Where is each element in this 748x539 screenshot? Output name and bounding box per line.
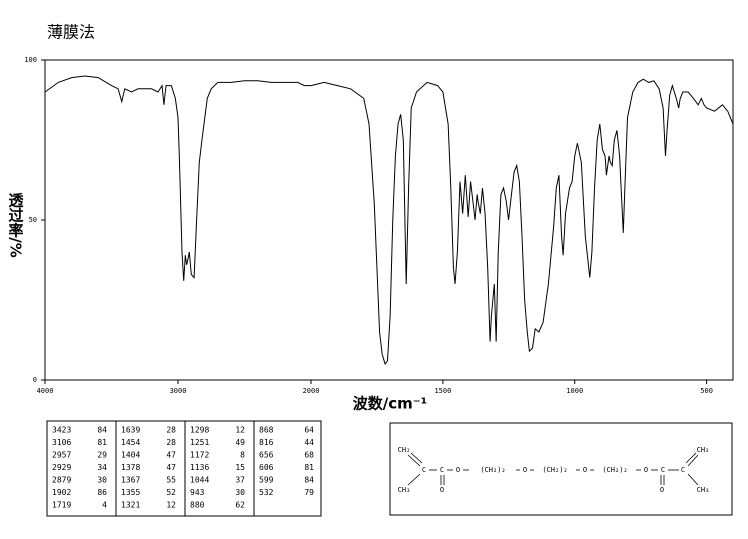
peak-transmittance: 47 bbox=[166, 451, 176, 460]
peak-wavenumber: 532 bbox=[259, 488, 274, 497]
peak-transmittance: 8 bbox=[240, 451, 245, 460]
peak-wavenumber: 1355 bbox=[121, 488, 140, 497]
structure-label: C bbox=[440, 466, 444, 474]
peak-transmittance: 68 bbox=[304, 451, 314, 460]
peak-wavenumber: 1251 bbox=[190, 438, 209, 447]
x-tick-label: 1000 bbox=[566, 387, 583, 395]
peak-wavenumber: 1719 bbox=[52, 501, 71, 510]
peak-transmittance: 52 bbox=[166, 488, 176, 497]
structure-bonds bbox=[407, 452, 699, 486]
peak-transmittance: 79 bbox=[304, 488, 314, 497]
structure-label: CH₃ bbox=[697, 486, 710, 494]
x-tick-label: 4000 bbox=[37, 387, 54, 395]
structure-label: O bbox=[583, 466, 587, 474]
peak-transmittance: 29 bbox=[97, 451, 107, 460]
chart-title: 薄膜法 bbox=[47, 23, 95, 42]
x-tick-label: 500 bbox=[700, 387, 713, 395]
peak-transmittance: 64 bbox=[304, 426, 314, 435]
peak-transmittance: 30 bbox=[235, 488, 245, 497]
peak-wavenumber: 3423 bbox=[52, 426, 71, 435]
peak-wavenumber: 599 bbox=[259, 476, 274, 485]
structure-label: O bbox=[523, 466, 527, 474]
peak-transmittance: 44 bbox=[304, 438, 314, 447]
peak-wavenumber: 606 bbox=[259, 463, 274, 472]
structure-label: O bbox=[440, 486, 444, 494]
x-tick-label: 3000 bbox=[170, 387, 187, 395]
y-tick-label: 100 bbox=[24, 56, 37, 64]
x-axis-label: 波数/cm⁻¹ bbox=[353, 395, 428, 413]
peak-transmittance: 37 bbox=[235, 476, 245, 485]
peak-transmittance: 28 bbox=[166, 426, 176, 435]
peak-wavenumber: 2929 bbox=[52, 463, 71, 472]
peak-transmittance: 55 bbox=[166, 476, 176, 485]
peak-table-frame bbox=[46, 420, 322, 517]
structure-label: C bbox=[661, 466, 665, 474]
peak-wavenumber: 1454 bbox=[121, 438, 140, 447]
peak-transmittance: 49 bbox=[235, 438, 245, 447]
structure-label: C bbox=[422, 466, 426, 474]
x-tick-label: 1500 bbox=[434, 387, 451, 395]
structure-label: CH₂ bbox=[697, 446, 710, 454]
peak-wavenumber: 880 bbox=[190, 501, 205, 510]
structure-label: CH₃ bbox=[398, 486, 411, 494]
peak-transmittance: 62 bbox=[235, 501, 245, 510]
peak-transmittance: 12 bbox=[166, 501, 176, 510]
y-axis-label: 透过率/% bbox=[7, 192, 25, 258]
peak-transmittance: 30 bbox=[97, 476, 107, 485]
peak-transmittance: 47 bbox=[166, 463, 176, 472]
spectrum-line bbox=[44, 75, 734, 366]
x-tick-label: 2000 bbox=[303, 387, 320, 395]
peak-transmittance: 86 bbox=[97, 488, 107, 497]
peak-transmittance: 84 bbox=[304, 476, 314, 485]
peak-wavenumber: 1639 bbox=[121, 426, 140, 435]
structure-label: O bbox=[644, 466, 648, 474]
peak-wavenumber: 1367 bbox=[121, 476, 140, 485]
peak-wavenumber: 1298 bbox=[190, 426, 209, 435]
peak-wavenumber: 1321 bbox=[121, 501, 140, 510]
y-tick-label: 0 bbox=[33, 376, 37, 384]
structure-label: O bbox=[456, 466, 460, 474]
peak-transmittance: 15 bbox=[235, 463, 245, 472]
peak-transmittance: 12 bbox=[235, 426, 245, 435]
structure-label: O bbox=[660, 486, 664, 494]
structure-label: (CH₂)₂ bbox=[542, 466, 567, 474]
peak-wavenumber: 1404 bbox=[121, 451, 140, 460]
peak-wavenumber: 1136 bbox=[190, 463, 209, 472]
y-tick-label: 50 bbox=[29, 216, 37, 224]
peak-transmittance: 81 bbox=[304, 463, 314, 472]
structure-label: (CH₂)₂ bbox=[480, 466, 505, 474]
structure-label: C bbox=[681, 466, 685, 474]
peak-wavenumber: 816 bbox=[259, 438, 274, 447]
peak-transmittance: 4 bbox=[102, 501, 107, 510]
peak-transmittance: 84 bbox=[97, 426, 107, 435]
structure-label: CH₂ bbox=[398, 446, 411, 454]
peak-wavenumber: 868 bbox=[259, 426, 274, 435]
peak-wavenumber: 1172 bbox=[190, 451, 209, 460]
structure-label: (CH₂)₂ bbox=[602, 466, 627, 474]
peak-wavenumber: 3106 bbox=[52, 438, 71, 447]
peak-wavenumber: 656 bbox=[259, 451, 274, 460]
peak-wavenumber: 2879 bbox=[52, 476, 71, 485]
peak-wavenumber: 1378 bbox=[121, 463, 140, 472]
structure-frame bbox=[389, 422, 733, 516]
peak-transmittance: 81 bbox=[97, 438, 107, 447]
peak-wavenumber: 943 bbox=[190, 488, 205, 497]
peak-wavenumber: 1902 bbox=[52, 488, 71, 497]
peak-wavenumber: 2957 bbox=[52, 451, 71, 460]
peak-transmittance: 34 bbox=[97, 463, 107, 472]
peak-wavenumber: 1044 bbox=[190, 476, 209, 485]
peak-transmittance: 28 bbox=[166, 438, 176, 447]
